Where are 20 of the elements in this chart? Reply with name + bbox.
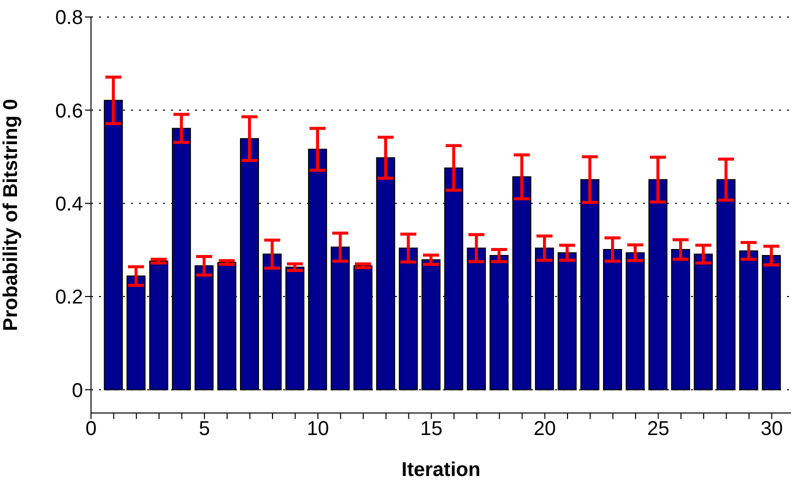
bar xyxy=(330,246,350,390)
bar xyxy=(762,255,781,390)
bar xyxy=(739,250,758,390)
y-tick-label: 0.6 xyxy=(55,100,83,122)
y-tick-label: 0 xyxy=(72,380,83,402)
x-axis-title: Iteration xyxy=(402,459,480,480)
y-tick-label: 0.4 xyxy=(55,193,83,216)
x-tick-label: 5 xyxy=(198,418,210,440)
x-tick-label: 10 xyxy=(306,418,330,440)
y-tick-label: 0.2 xyxy=(55,286,83,309)
x-tick-label: 15 xyxy=(420,418,442,440)
bar xyxy=(603,248,622,390)
y-tick-label: 0.8 xyxy=(55,7,83,30)
x-tick-label: 20 xyxy=(534,418,556,440)
x-tick-label: 25 xyxy=(647,418,670,440)
y-axis-title: Probability of Bitstring 0 xyxy=(0,98,22,332)
bar xyxy=(194,265,214,390)
bar xyxy=(466,248,486,390)
x-tick-label: 0 xyxy=(85,418,97,440)
x-tick-label: 30 xyxy=(760,418,783,440)
